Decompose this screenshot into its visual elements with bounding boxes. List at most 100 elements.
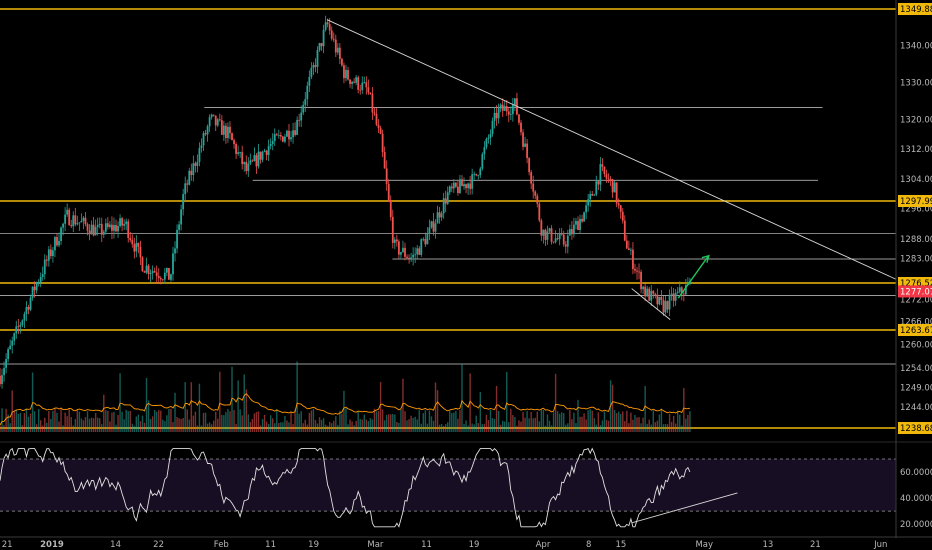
volume-bar [133, 425, 136, 432]
candle-body [361, 82, 364, 90]
volume-bar [221, 414, 223, 432]
volume-bar [194, 411, 197, 432]
candle-body [585, 205, 588, 213]
volume-bar [379, 382, 382, 432]
volume-bar [548, 420, 551, 432]
price-tick-label: 1249.00 [900, 384, 932, 394]
volume-bar [438, 424, 441, 432]
volume-bar [392, 413, 394, 432]
volume-bar [536, 411, 538, 432]
time-tick-label: Mar [367, 540, 384, 550]
time-tick-label: 22 [153, 540, 164, 550]
candle-body [416, 248, 419, 255]
candle-body [483, 147, 486, 155]
volume-bar [143, 422, 146, 432]
volume-bar [489, 409, 492, 432]
candle-body [243, 162, 246, 165]
volume-bar [229, 411, 231, 432]
candle-body [100, 223, 103, 235]
time-tick-label: Jun [873, 540, 887, 550]
candle-body [499, 104, 502, 109]
volume-bar [567, 423, 569, 432]
volume-bar [33, 411, 36, 432]
volume-bar [322, 418, 325, 432]
candle-body [646, 288, 649, 297]
volume-bar [119, 373, 121, 432]
volume-bar [178, 418, 180, 432]
volume-bar [333, 420, 335, 432]
volume-bar [316, 423, 319, 432]
candle-body [365, 82, 368, 88]
candle-body [269, 144, 272, 147]
candle-body [302, 104, 305, 113]
volume-bar [27, 416, 30, 432]
level-price-label: 1263.67 [900, 326, 932, 336]
candle-body [194, 163, 197, 166]
volume-bar [524, 417, 526, 432]
volume-bar [282, 422, 284, 432]
candle-body [314, 65, 317, 67]
volume-bar [88, 418, 91, 432]
bullish-arrow-head [701, 254, 710, 263]
candle-body [19, 324, 22, 327]
candle-body [286, 130, 288, 137]
volume-bar [92, 418, 95, 432]
level-price-label: 1297.99 [900, 197, 932, 207]
volume-bar [86, 411, 89, 432]
candle-body [294, 130, 296, 135]
volume-bar [84, 417, 87, 432]
volume-bar [274, 423, 276, 432]
volume-bar [664, 423, 667, 432]
candle-body [139, 246, 142, 258]
level-price-tag [898, 195, 932, 207]
volume-bar [198, 383, 201, 432]
candle-body [367, 87, 370, 93]
volume-bar [681, 425, 683, 432]
volume-bar [64, 412, 66, 432]
candle-body [261, 151, 264, 160]
volume-bar [563, 413, 565, 432]
candle-body [623, 220, 626, 241]
volume-bar [416, 419, 418, 432]
level-price-label: 1276.52 [900, 279, 932, 289]
candle-body [210, 114, 213, 118]
candle-body [330, 30, 333, 39]
candle-body [66, 209, 69, 215]
volume-bar [123, 419, 125, 432]
volume-bar [565, 424, 567, 432]
candle-body [507, 111, 510, 115]
candle-body [17, 326, 20, 328]
candle-body [47, 249, 50, 261]
volume-bar [463, 423, 465, 432]
volume-bar [208, 422, 211, 432]
volume-bar [406, 420, 408, 432]
oscillator-support-trendline [631, 492, 738, 524]
candle-body [208, 117, 211, 127]
candle-body [237, 152, 240, 154]
candle-body [296, 119, 299, 135]
candle-body [448, 186, 451, 193]
volume-bar [80, 418, 83, 432]
volume-bar [90, 417, 93, 432]
volume-bar [96, 417, 99, 432]
candle-body [379, 128, 382, 134]
volume-bar [512, 415, 514, 432]
candle-body [200, 145, 203, 149]
candle-body [106, 223, 109, 227]
volume-bar [156, 411, 158, 432]
volume-bar [99, 418, 101, 432]
volume-bar [672, 415, 675, 432]
candle-body [49, 249, 52, 257]
volume-bar [52, 410, 54, 432]
volume-bar [290, 411, 292, 432]
candle-body [174, 248, 176, 254]
candle-body [253, 155, 256, 162]
candle-body [220, 120, 223, 135]
price-tick-label: 1260.00 [900, 340, 932, 350]
volume-bar [168, 408, 170, 432]
volume-bar [483, 423, 486, 432]
volume-bar [318, 417, 321, 432]
volume-bar [272, 418, 274, 432]
